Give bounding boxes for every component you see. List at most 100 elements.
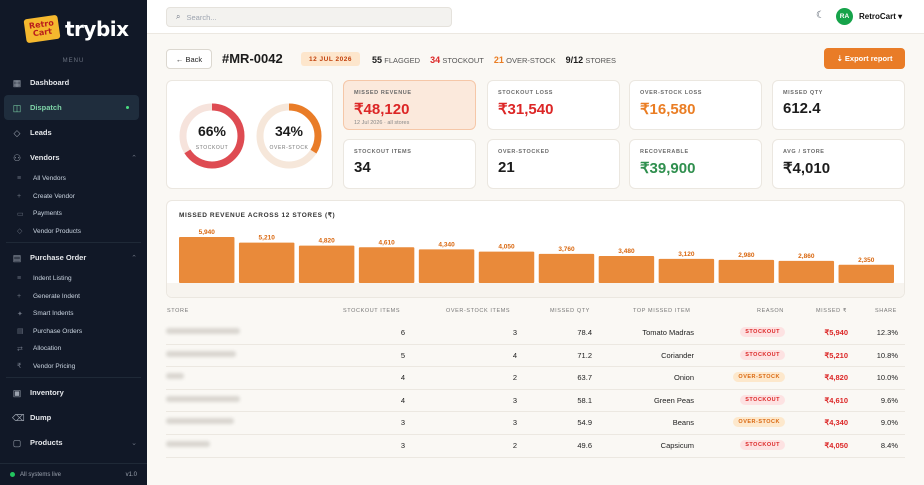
col-share: SHARE — [875, 308, 897, 314]
cell-missed-amount: ₹4,610 — [824, 395, 848, 405]
sidebar-item-dump[interactable]: ⌫ Dump — [0, 405, 147, 430]
sidebar-item-dispatch[interactable]: ◫ Dispatch — [4, 95, 139, 120]
sidebar-subitem-all-vendors[interactable]: ≡ All Vendors — [0, 170, 147, 188]
chart-title: MISSED REVENUE ACROSS 12 STORES (₹) — [179, 212, 336, 219]
stockout-count: 34 — [430, 55, 441, 65]
kpi-label: OVER-STOCK LOSS — [640, 90, 703, 96]
bar-value-label: 2,860 — [798, 253, 815, 260]
divider — [6, 377, 141, 378]
sidebar-subitem-vendor-products[interactable]: ◇ Vendor Products — [0, 223, 147, 241]
cell-top-missed-item: Beans — [672, 418, 694, 428]
table-row[interactable]: 6 3 78.4 Tomato Madras STOCKOUT ₹5,940 12.3% — [166, 322, 905, 345]
kpi-label: STOCKOUT LOSS — [498, 90, 554, 96]
bar-value-label: 4,820 — [319, 238, 336, 245]
status-dot-icon — [10, 472, 15, 477]
table-row[interactable]: 5 4 71.2 Coriander STOCKOUT ₹5,210 10.8% — [166, 345, 905, 368]
version-text: v1.0 — [125, 471, 137, 478]
bar-9[interactable] — [658, 258, 715, 283]
sidebar-item-purchase-order[interactable]: ▤ Purchase Order ⌃ — [0, 245, 147, 270]
bar-2[interactable] — [238, 242, 295, 283]
sidebar-subitem-indent-listing[interactable]: ≡ Indent Listing — [0, 270, 147, 288]
sidebar-subitem-payments[interactable]: ▭ Payments — [0, 205, 147, 223]
bar-12[interactable] — [838, 264, 894, 283]
table-row[interactable]: 3 3 54.9 Beans OVER-STOCK ₹4,340 9.0% — [166, 412, 905, 435]
cell-top-missed-item: Green Peas — [653, 395, 694, 405]
trash-icon: ⌫ — [12, 412, 25, 423]
table-row[interactable]: 3 2 49.6 Capsicum STOCKOUT ₹4,050 8.4% — [166, 435, 905, 458]
stores-label: STORES — [585, 56, 617, 65]
search-icon: ⌕ — [176, 12, 181, 21]
store-name-redacted — [166, 328, 240, 334]
sidebar-item-inventory[interactable]: ▣ Inventory — [0, 380, 147, 405]
list-icon: ≡ — [17, 275, 22, 283]
list-icon: ≡ — [17, 175, 22, 183]
table-row[interactable]: 4 3 58.1 Green Peas STOCKOUT ₹4,610 9.6% — [166, 390, 905, 413]
bar-7[interactable] — [538, 253, 595, 283]
overstock-stat: 21 OVER-STOCK — [494, 55, 556, 65]
cell-stockout-items: 4 — [400, 395, 405, 405]
donut-arc — [256, 103, 322, 169]
bag-icon: ▢ — [12, 437, 22, 448]
subitem-label: Smart Indents — [33, 310, 74, 318]
brand-logo[interactable]: Retro Cart trybix — [0, 0, 147, 44]
bar-3[interactable] — [298, 245, 355, 283]
avatar[interactable]: RA — [836, 8, 853, 25]
cell-top-missed-item: Tomato Madras — [642, 328, 694, 337]
system-status: All systems live v1.0 — [0, 463, 147, 485]
sidebar-item-label: Leads — [30, 128, 52, 137]
document-icon: ▤ — [12, 252, 22, 263]
sidebar-subitem-generate-indent[interactable]: + Generate Indent — [0, 288, 147, 306]
bar-5[interactable] — [418, 249, 475, 283]
bar-6[interactable] — [478, 251, 535, 283]
stockout-loss-card: STOCKOUT LOSS ₹31,540 — [487, 80, 620, 130]
cell-overstock-items: 3 — [512, 418, 517, 428]
flagged-count: 55 — [372, 55, 383, 65]
bar-1[interactable] — [179, 237, 235, 283]
dark-mode-toggle-icon[interactable]: ☾ — [816, 10, 825, 21]
avg-store-card: AVG / STORE ₹4,010 — [772, 139, 905, 189]
sidebar-item-dashboard[interactable]: ▦ Dashboard — [0, 70, 147, 95]
kpi-label: MISSED REVENUE — [354, 90, 412, 96]
sidebar-item-vendors[interactable]: ⚇ Vendors ⌃ — [0, 145, 147, 170]
chevron-down-icon: ⌄ — [131, 439, 137, 447]
sidebar-subitem-create-vendor[interactable]: + Create Vendor — [0, 188, 147, 206]
users-icon: ⚇ — [12, 152, 22, 163]
subitem-label: Allocation — [33, 345, 62, 353]
overstock-label: OVER-STOCK — [506, 56, 556, 65]
table-row[interactable]: 4 2 63.7 Onion OVER-STOCK ₹4,820 10.0% — [166, 367, 905, 390]
sidebar-subitem-purchase-orders[interactable]: ▤ Purchase Orders — [0, 323, 147, 341]
sidebar-subitem-allocation[interactable]: ⇄ Allocation — [0, 340, 147, 358]
user-menu[interactable]: RetroCart ▾ — [859, 12, 903, 21]
bar-11[interactable] — [778, 260, 835, 283]
kpi-value: ₹48,120 — [354, 101, 410, 118]
bar-value-label: 3,480 — [618, 248, 635, 255]
back-button[interactable]: ← Back — [166, 49, 212, 69]
date-badge: 12 JUL 2026 — [301, 52, 360, 66]
kpi-value: ₹39,900 — [640, 160, 696, 177]
plus-icon: + — [17, 192, 22, 200]
overstock-count: 21 — [493, 55, 504, 65]
stockout-stat: 34 STOCKOUT — [430, 55, 484, 65]
overstock-donut-label: OVER-STOCK — [269, 145, 309, 151]
search-input[interactable]: ⌕ Search... — [166, 7, 452, 27]
logo-line-2: Cart — [32, 26, 53, 39]
subitem-label: Vendor Products — [33, 227, 82, 235]
kpi-value: 21 — [498, 159, 515, 176]
sidebar-subitem-smart-indents[interactable]: ✦ Smart Indents — [0, 305, 147, 323]
sidebar-item-products[interactable]: ▢ Products ⌄ — [0, 430, 147, 455]
chart-baseline — [167, 283, 904, 297]
export-report-button[interactable]: ⇣ Export report — [824, 48, 905, 69]
sidebar-item-label: Products — [30, 438, 63, 447]
donut-arc — [179, 103, 245, 169]
sidebar-item-leads[interactable]: ◇ Leads — [0, 120, 147, 145]
subitem-label: Purchase Orders — [33, 327, 83, 335]
bar-10[interactable] — [718, 259, 775, 283]
bar-4[interactable] — [358, 247, 415, 283]
cell-missed-amount: ₹4,050 — [824, 441, 848, 450]
reason-badge: OVER-STOCK — [733, 372, 785, 383]
sidebar-subitem-vendor-pricing[interactable]: ₹ Vendor Pricing — [0, 358, 147, 376]
reason-badge: STOCKOUT — [740, 327, 785, 337]
stockout-donut-label: STOCKOUT — [195, 145, 229, 151]
bar-8[interactable] — [598, 256, 655, 283]
kpi-label: AVG / STORE — [783, 149, 825, 155]
